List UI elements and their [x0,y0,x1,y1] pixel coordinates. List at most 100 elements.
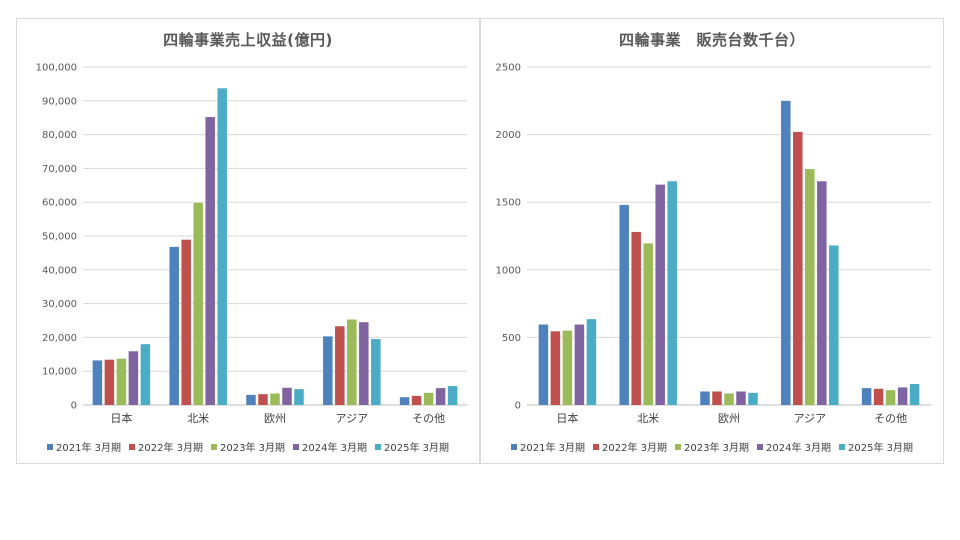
units-y-tick-label: 0 [515,401,521,412]
revenue-legend-label: 2022年 3月期 [138,443,203,454]
units-legend-item: 2024年 3月期 [757,439,831,454]
units-legend-label: 2023年 3月期 [684,443,749,454]
revenue-bar [294,389,304,405]
revenue-bar [128,351,139,405]
units-bar [667,181,677,405]
units-category-label: 日本 [556,411,578,425]
units-bar [550,331,561,405]
revenue-category-label: 欧州 [264,412,286,425]
units-y-tick-label: 2500 [496,63,521,74]
revenue-y-tick-label: 50,000 [42,232,77,243]
revenue-y-tick-label: 70,000 [42,164,77,175]
units-bar [793,131,803,405]
revenue-y-tick-label: 20,000 [42,333,77,344]
units-bar [829,245,839,405]
revenue-legend-item: 2022年 3月期 [129,439,203,454]
units-legend-item: 2023年 3月期 [675,439,749,454]
revenue-y-tick-label: 90,000 [42,96,77,107]
revenue-chart-panel: 四輪事業売上収益(億円) 0 10,000 20,000 30,000 40,000 50… [16,18,480,464]
revenue-bar [205,117,215,406]
units-chart-legend: 2021年 3月期 2022年 3月期 2023年 3月期 2024年 3月期 2025… [481,439,943,454]
units-legend-swatch [675,443,681,450]
revenue-bar [435,388,446,405]
revenue-chart-title: 四輪事業売上収益(億円) [163,31,333,49]
units-category-label: 欧州 [718,412,740,425]
units-y-tick-label: 1000 [496,265,521,276]
units-chart-title: 四輪事業 販売台数千台） [618,31,805,49]
revenue-bar [217,88,227,405]
revenue-legend-label: 2021年 3月期 [56,443,121,454]
units-bar [655,184,665,405]
revenue-legend-swatch [129,443,135,450]
revenue-bar [258,394,268,405]
units-bar [538,324,549,405]
units-bar [748,392,758,405]
revenue-chart-svg: 0 10,000 20,000 30,000 40,000 50,000 60,000 70,… [36,63,467,425]
units-bar [861,388,872,405]
units-y-tick-label: 1500 [496,198,521,209]
revenue-y-tick-label: 100,000 [36,63,77,74]
units-category-label: アジア [794,412,827,425]
units-bar [805,169,815,405]
units-bar [562,330,573,405]
revenue-y-tick-label: 10,000 [42,367,77,378]
units-y-tick-label: 500 [502,333,521,344]
revenue-legend-label: 2025年 3月期 [384,443,449,454]
revenue-legend-item: 2025年 3月期 [375,439,449,454]
units-bar [724,393,734,405]
revenue-bar [371,339,381,405]
revenue-legend-item: 2021年 3月期 [47,439,121,454]
revenue-bar [116,358,127,405]
units-category-label: その他 [874,412,907,425]
revenue-bar [169,246,179,405]
revenue-bar [335,326,345,405]
units-legend-label: 2021年 3月期 [520,443,585,454]
units-bar [700,391,710,405]
units-bar [631,231,641,405]
units-category-label: 北米 [637,412,659,425]
units-legend-swatch [593,443,599,450]
revenue-bar [104,359,115,405]
revenue-y-tick-label: 40,000 [42,265,77,276]
units-legend-label: 2022年 3月期 [602,443,667,454]
revenue-bar [181,239,191,405]
revenue-bar [359,322,369,405]
revenue-bar [92,360,103,405]
units-bar [909,384,920,405]
revenue-bar [411,395,422,405]
units-bar [885,390,896,405]
units-bar [643,243,653,405]
revenue-legend-swatch [47,443,53,450]
units-legend-label: 2025年 3月期 [848,443,913,454]
revenue-chart-legend: 2021年 3月期 2022年 3月期 2023年 3月期 2024年 3月期 2025… [17,439,479,454]
revenue-legend-swatch [211,443,217,450]
revenue-bar [246,394,256,405]
revenue-bar [399,397,410,405]
revenue-bar [347,319,357,405]
units-legend-item: 2025年 3月期 [839,439,913,454]
revenue-bar [423,392,434,405]
revenue-legend-item: 2024年 3月期 [293,439,367,454]
revenue-legend-label: 2023年 3月期 [220,443,285,454]
revenue-bar [282,387,292,405]
revenue-category-label: その他 [412,412,445,425]
units-bar [586,319,597,405]
units-chart-svg: 0 500 1000 1500 2000 2500 日本 北米 欧州 アジア その他 [496,63,931,425]
revenue-category-label: 北米 [187,412,209,425]
revenue-bar [193,202,203,405]
units-legend-label: 2024年 3月期 [766,443,831,454]
revenue-y-tick-label: 80,000 [42,130,77,141]
revenue-bar [140,344,151,405]
units-legend-swatch [511,443,517,450]
units-bar [873,388,884,405]
revenue-bar [323,336,333,405]
units-bar [781,100,791,406]
revenue-y-tick-label: 60,000 [42,198,77,209]
units-bar [619,204,629,405]
units-legend-item: 2022年 3月期 [593,439,667,454]
revenue-category-label: 日本 [110,411,132,425]
units-y-tick-label: 2000 [496,130,521,141]
revenue-legend-item: 2023年 3月期 [211,439,285,454]
units-bar [574,324,585,405]
revenue-legend-swatch [375,443,381,450]
